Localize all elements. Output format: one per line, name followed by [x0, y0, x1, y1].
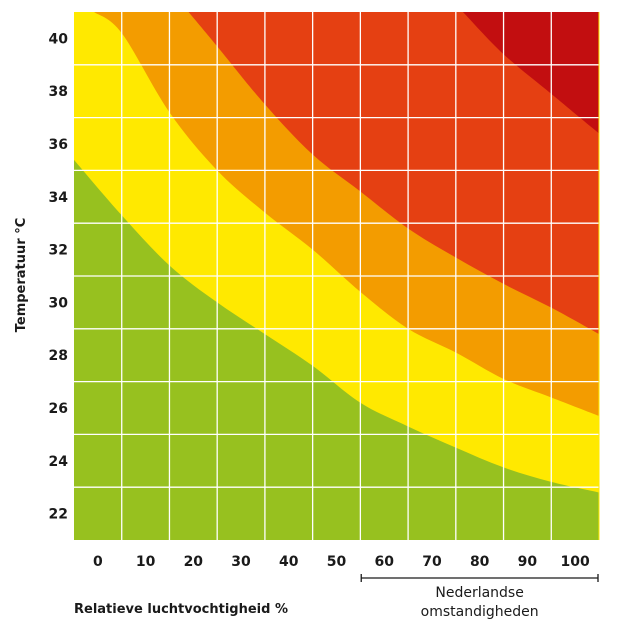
annotation: Nederlandse omstandigheden [360, 574, 599, 620]
x-tick-label: 20 [184, 554, 204, 570]
x-axis-label: Relatieve luchtvochtigheid % [74, 602, 288, 617]
y-tick-label: 36 [49, 137, 68, 153]
x-ticks: 0 10 20 30 40 50 60 70 80 90 100 [93, 554, 590, 570]
y-tick-label: 30 [49, 295, 69, 311]
y-tick-label: 22 [49, 507, 68, 523]
zone-dark-red [462, 12, 599, 134]
x-tick-label: 50 [327, 554, 347, 570]
y-tick-label: 28 [49, 348, 68, 364]
annotation-bracket [360, 574, 599, 582]
y-tick-label: 40 [49, 31, 69, 47]
y-tick-label: 24 [49, 454, 69, 470]
y-tick-label: 32 [49, 243, 68, 259]
y-axis-label: Temperatuur °C [14, 218, 29, 333]
annotation-line-1: Nederlandse [435, 585, 523, 601]
x-tick-label: 40 [279, 554, 299, 570]
y-tick-label: 34 [49, 190, 69, 206]
x-tick-label: 90 [518, 554, 538, 570]
y-ticks: 40 38 36 34 32 30 28 26 24 22 [49, 31, 69, 522]
x-tick-label: 10 [136, 554, 156, 570]
annotation-line-2: omstandigheden [421, 604, 539, 620]
x-tick-label: 100 [561, 554, 590, 570]
x-tick-label: 30 [231, 554, 251, 570]
zones [74, 12, 599, 540]
y-tick-label: 38 [49, 84, 68, 100]
zone-red [188, 12, 599, 335]
x-tick-label: 70 [422, 554, 442, 570]
x-tick-label: 0 [93, 554, 103, 570]
x-tick-label: 80 [470, 554, 490, 570]
x-tick-label: 60 [374, 554, 394, 570]
y-tick-label: 26 [49, 401, 68, 417]
grid [74, 12, 600, 540]
